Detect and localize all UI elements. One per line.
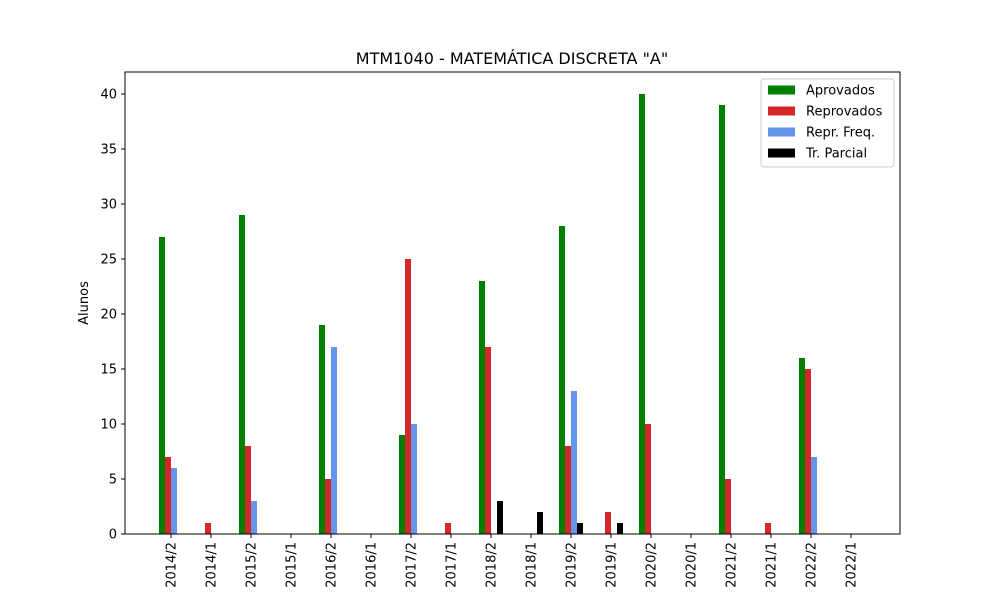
bars-group xyxy=(159,94,817,534)
x-tick-label: 2020/2 xyxy=(645,542,660,588)
bar-reprovados-2020-2 xyxy=(645,424,651,534)
chart-title: MTM1040 - MATEMÁTICA DISCRETA "A" xyxy=(356,49,668,68)
x-tick-label: 2016/2 xyxy=(325,542,340,588)
x-tick-label: 2014/1 xyxy=(205,542,220,588)
y-tick-label: 0 xyxy=(109,528,117,543)
x-tick-label: 2022/1 xyxy=(845,542,860,588)
x-tick-label: 2018/2 xyxy=(485,542,500,588)
bar-repr-freq-2017-2 xyxy=(411,424,417,534)
bar-aprovados-2022-2 xyxy=(799,358,805,534)
bar-reprovados-2021-2 xyxy=(725,479,731,534)
x-tick-label: 2019/2 xyxy=(565,542,580,588)
y-axis-label: Alunos xyxy=(77,281,92,325)
bar-repr-freq-2016-2 xyxy=(331,347,337,534)
y-tick-label: 35 xyxy=(100,143,117,158)
x-tick-label: 2014/2 xyxy=(165,542,180,588)
bar-tr-parcial-2019-2 xyxy=(577,523,583,534)
x-tick-label: 2022/2 xyxy=(805,542,820,588)
bar-tr-parcial-2018-1 xyxy=(537,512,543,534)
bar-tr-parcial-2018-2 xyxy=(497,501,503,534)
bar-repr-freq-2019-2 xyxy=(571,391,577,534)
y-tick-label: 10 xyxy=(100,418,117,433)
x-tick-label: 2018/1 xyxy=(525,542,540,588)
bar-reprovados-2021-1 xyxy=(765,523,771,534)
y-tick-label: 40 xyxy=(100,88,117,103)
bar-aprovados-2018-2 xyxy=(479,281,485,534)
bar-repr-freq-2022-2 xyxy=(811,457,817,534)
bar-reprovados-2014-1 xyxy=(205,523,211,534)
bar-repr-freq-2015-2 xyxy=(251,501,257,534)
bar-aprovados-2014-2 xyxy=(159,237,165,534)
x-tick-label: 2020/1 xyxy=(685,542,700,588)
x-tick-label: 2015/2 xyxy=(245,542,260,588)
bar-aprovados-2015-2 xyxy=(239,215,245,534)
bar-reprovados-2017-2 xyxy=(405,259,411,534)
legend-label: Repr. Freq. xyxy=(806,126,875,141)
bar-reprovados-2017-1 xyxy=(445,523,451,534)
legend: Aprovados Reprovados Repr. Freq. Tr. Parcia… xyxy=(760,78,895,168)
bar-aprovados-2021-2 xyxy=(719,105,725,534)
x-tick-label: 2021/1 xyxy=(765,542,780,588)
bar-aprovados-2020-2 xyxy=(639,94,645,534)
legend-swatch xyxy=(768,106,795,116)
x-tick-label: 2021/2 xyxy=(725,542,740,588)
legend-swatch xyxy=(768,148,795,158)
legend-swatch xyxy=(768,85,795,95)
bar-aprovados-2017-2 xyxy=(399,435,405,534)
y-ticks-group: 0 5 10 15 20 25 30 35 40 xyxy=(100,88,125,543)
legend-box xyxy=(760,78,895,168)
y-tick-label: 20 xyxy=(100,308,117,323)
y-tick-label: 25 xyxy=(100,253,117,268)
legend-swatch xyxy=(768,127,795,137)
bar-tr-parcial-2019-1 xyxy=(617,523,623,534)
x-tick-label: 2016/1 xyxy=(365,542,380,588)
x-tick-label: 2017/1 xyxy=(445,542,460,588)
bar-reprovados-2019-1 xyxy=(605,512,611,534)
x-ticks-group: 2014/2 2014/1 2015/2 2015/1 2016/2 2016/1 2017… xyxy=(165,534,860,588)
bar-reprovados-2016-2 xyxy=(325,479,331,534)
bar-aprovados-2016-2 xyxy=(319,325,325,534)
bar-reprovados-2014-2 xyxy=(165,457,171,534)
x-tick-label: 2017/2 xyxy=(405,542,420,588)
bar-reprovados-2015-2 xyxy=(245,446,251,534)
legend-label: Tr. Parcial xyxy=(805,147,867,162)
x-tick-label: 2019/1 xyxy=(605,542,620,588)
legend-label: Aprovados xyxy=(806,84,875,99)
bar-reprovados-2019-2 xyxy=(565,446,571,534)
y-tick-label: 30 xyxy=(100,198,117,213)
bar-repr-freq-2014-2 xyxy=(171,468,177,534)
y-tick-label: 15 xyxy=(100,363,117,378)
bar-reprovados-2018-2 xyxy=(485,347,491,534)
bar-aprovados-2019-2 xyxy=(559,226,565,534)
legend-label: Reprovados xyxy=(806,105,883,120)
y-tick-label: 5 xyxy=(109,473,117,488)
plot-frame xyxy=(124,71,901,535)
x-tick-label: 2015/1 xyxy=(285,542,300,588)
bar-reprovados-2022-2 xyxy=(805,369,811,534)
